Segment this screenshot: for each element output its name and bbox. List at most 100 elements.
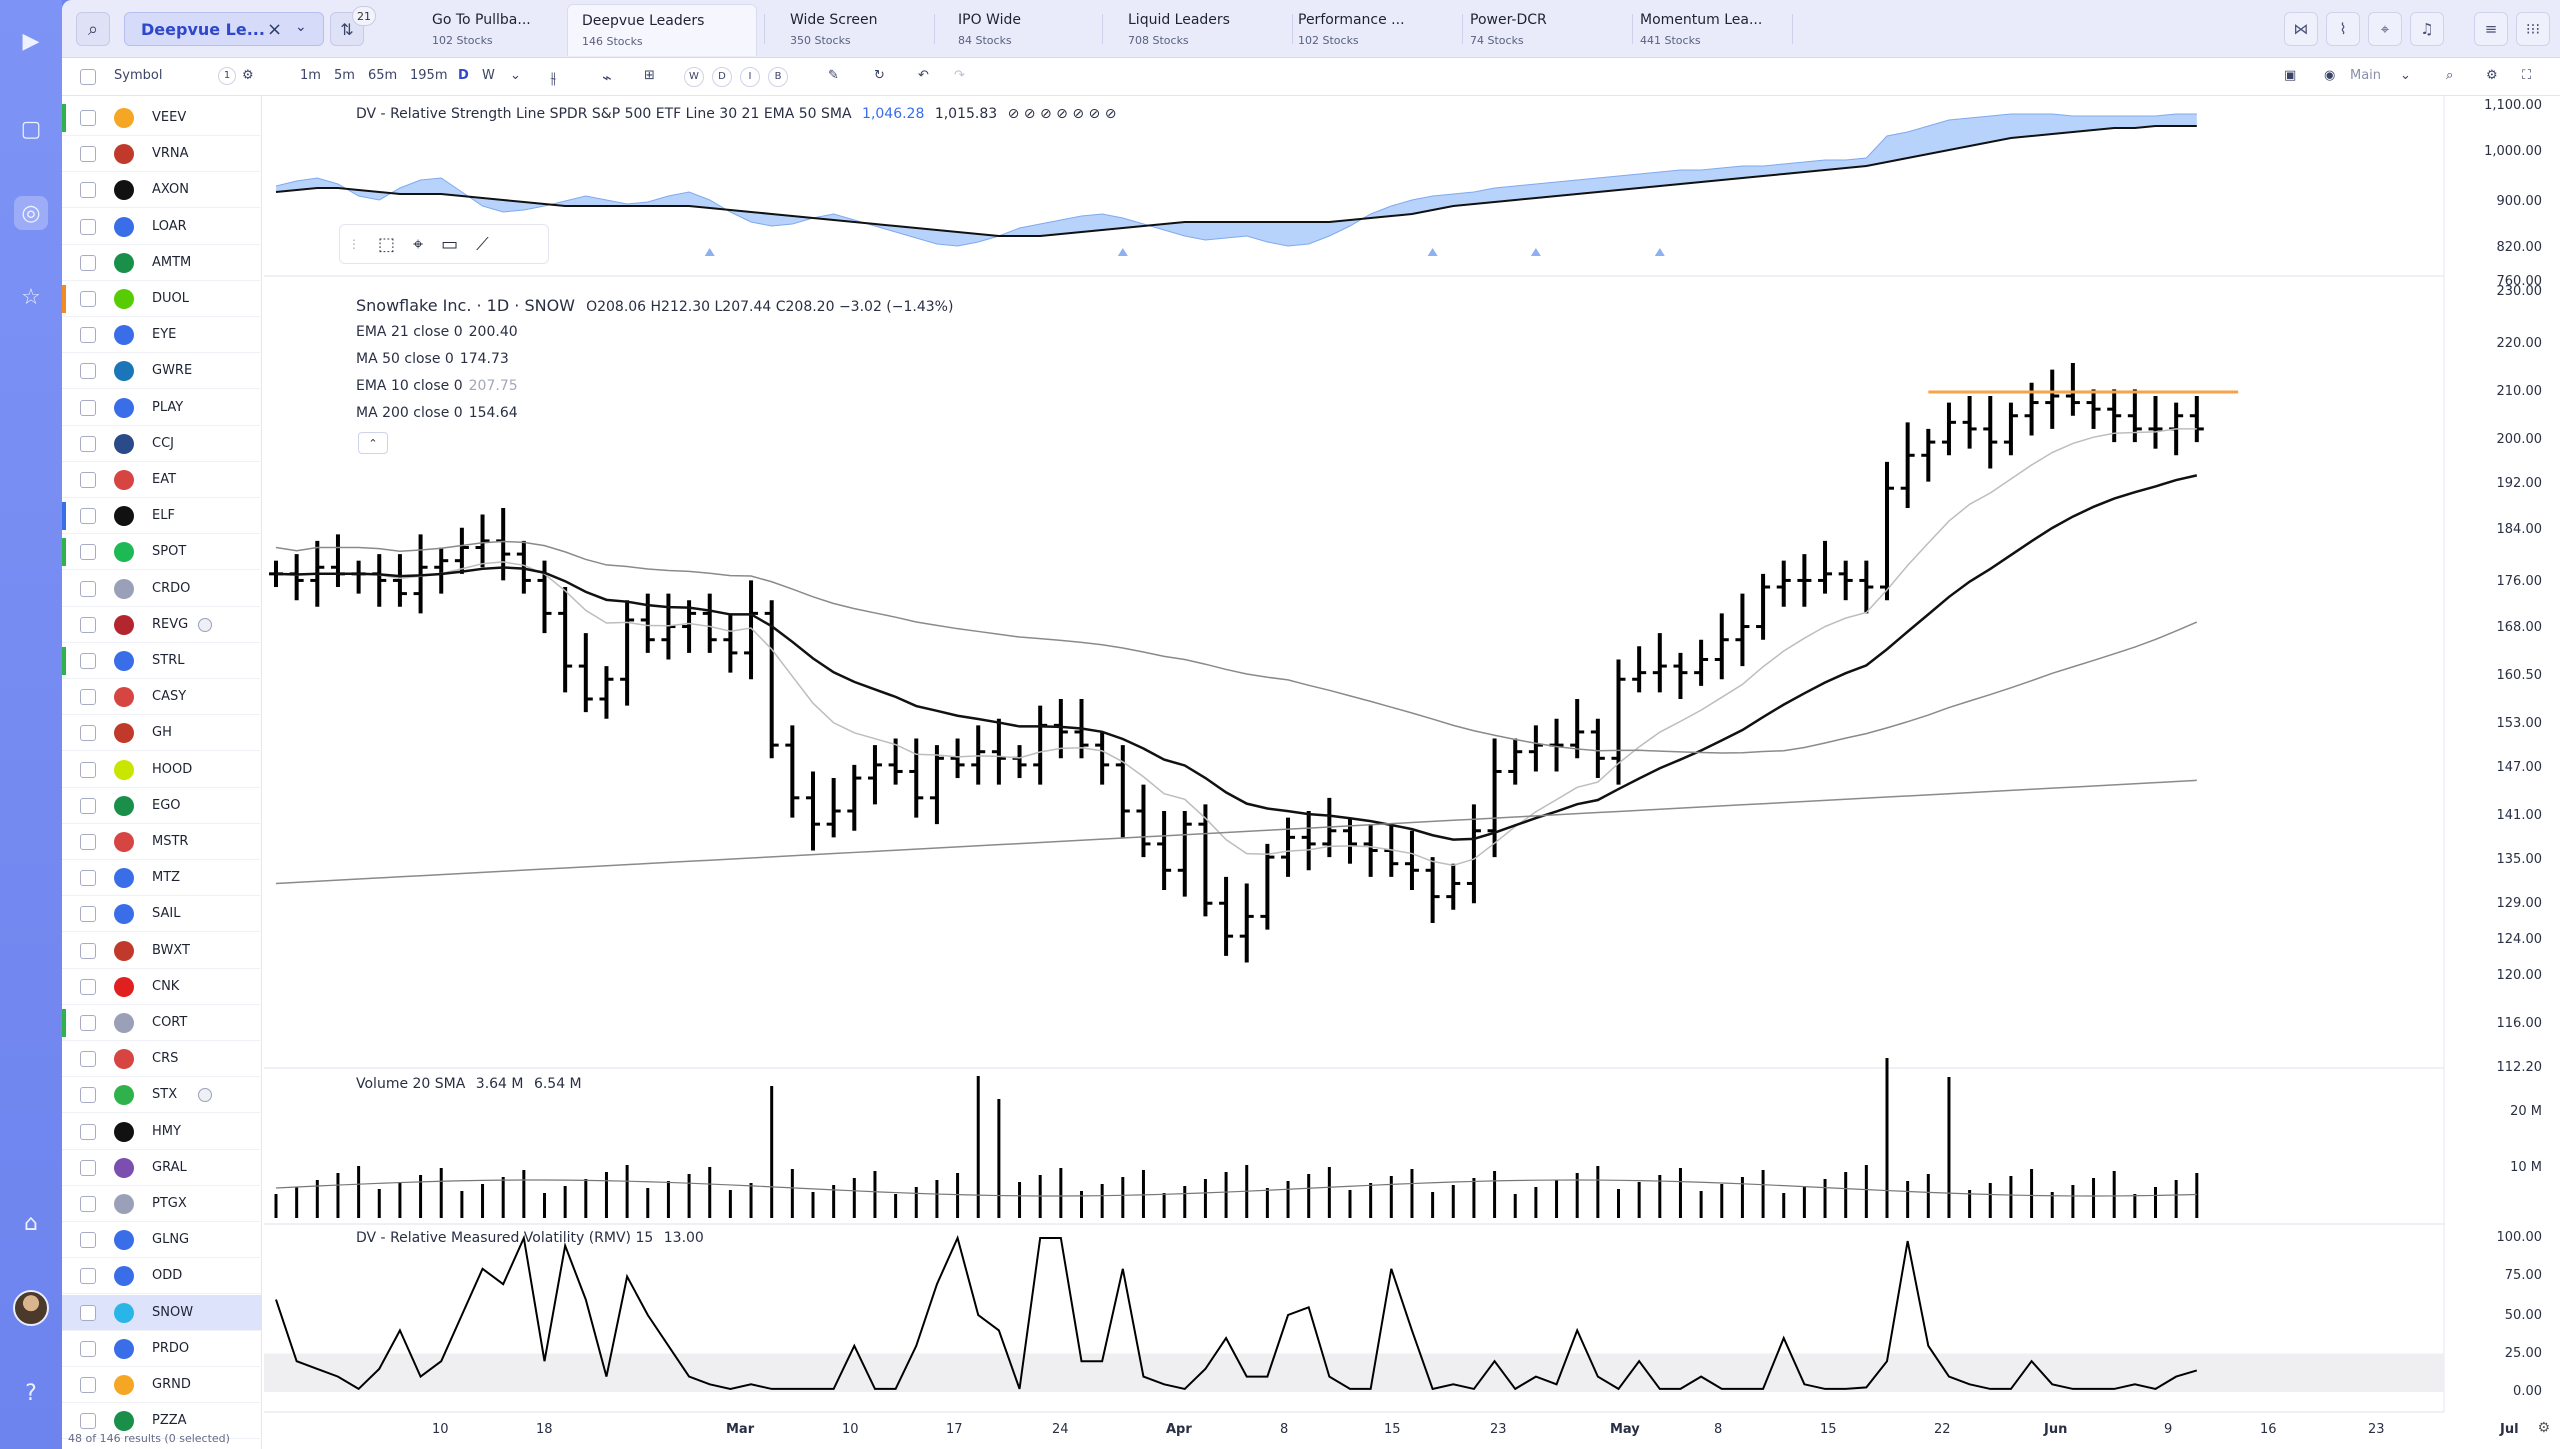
tab-deepvue-leaders[interactable]: Deepvue Leaders 146 Stocks (567, 4, 757, 56)
pen-icon[interactable]: ✎ (828, 68, 839, 83)
watchlist-row[interactable]: SPOT (62, 534, 262, 571)
row-checkbox[interactable] (80, 580, 96, 597)
layouts-icon[interactable]: ⊞ (644, 68, 655, 83)
drag-handle-icon[interactable]: ⋮ (348, 237, 360, 251)
interval-daily[interactable]: D (458, 68, 469, 83)
row-checkbox[interactable] (80, 254, 96, 271)
redo-icon[interactable]: ↷ (954, 68, 965, 83)
watchlist-row[interactable]: GLNG (62, 1222, 262, 1259)
chart-canvas[interactable] (264, 96, 2560, 1449)
row-checkbox[interactable] (80, 182, 96, 199)
watchlist-row[interactable]: DUOL (62, 281, 262, 317)
watchlist-row[interactable]: ELF (62, 498, 262, 535)
row-checkbox[interactable] (80, 544, 96, 561)
watchlist-row[interactable]: CORT (62, 1005, 262, 1041)
row-checkbox[interactable] (80, 834, 96, 850)
row-checkbox[interactable] (80, 363, 96, 380)
watchlist-row[interactable]: REVG (62, 607, 262, 643)
zoom-icon[interactable]: ⌕ (2446, 68, 2454, 83)
row-checkbox[interactable] (80, 1051, 96, 1068)
watchlist-row[interactable]: STX (62, 1077, 262, 1114)
watchlist-row[interactable]: GWRE (62, 353, 262, 390)
watchlist-row[interactable]: PLAY (62, 390, 262, 426)
search-button[interactable]: ⌕ (76, 12, 110, 46)
fullscreen-icon[interactable]: ⛶ (2522, 68, 2532, 83)
avatar[interactable] (13, 1290, 49, 1326)
row-checkbox[interactable] (80, 797, 96, 814)
crosshair-tool-icon[interactable]: ⌖ (413, 233, 424, 255)
watchlist-row[interactable]: EYE (62, 317, 262, 354)
row-checkbox[interactable] (80, 616, 96, 633)
watchlist-row[interactable]: EGO (62, 788, 262, 824)
list-view-icon[interactable]: ≡ (2474, 12, 2508, 46)
bell-icon[interactable]: ♫ (2410, 12, 2444, 46)
refresh-icon[interactable]: ↻ (874, 68, 885, 83)
interval-195m[interactable]: 195m (410, 68, 448, 83)
tab-performance[interactable]: Performance ... 102 Stocks (1298, 4, 1458, 56)
row-checkbox[interactable] (80, 1159, 96, 1176)
mode-b[interactable]: B (768, 67, 788, 87)
watchlist-row[interactable]: PZZA (62, 1403, 262, 1440)
watchlist-row[interactable]: BWXT (62, 933, 262, 969)
row-checkbox[interactable] (80, 1196, 96, 1212)
watchlist-row[interactable]: HOOD (62, 752, 262, 788)
note-tool-icon[interactable]: ▭ (441, 233, 459, 255)
tab-go-to-pullback[interactable]: Go To Pullba... 102 Stocks (432, 4, 582, 56)
watchlist-row[interactable]: GRAL (62, 1150, 262, 1186)
chevron-down-icon[interactable]: ⌄ (510, 68, 521, 83)
watchlist-row[interactable]: VRNA (62, 136, 262, 173)
row-checkbox[interactable] (80, 1232, 96, 1249)
tab-liquid-leaders[interactable]: Liquid Leaders 708 Stocks (1128, 4, 1288, 56)
watchlist-row[interactable]: CRS (62, 1041, 262, 1078)
row-checkbox[interactable] (80, 218, 96, 235)
row-checkbox[interactable] (80, 1123, 96, 1140)
row-checkbox[interactable] (80, 1268, 96, 1285)
row-checkbox[interactable] (80, 1413, 96, 1430)
help-icon[interactable]: ? (25, 1380, 37, 1406)
watchlist-row[interactable]: CCJ (62, 426, 262, 462)
mode-i[interactable]: I (740, 67, 760, 87)
mode-w[interactable]: W (684, 67, 704, 87)
row-checkbox[interactable] (80, 725, 96, 742)
watchlist-row[interactable]: CNK (62, 969, 262, 1005)
watchlist-row[interactable]: ODD (62, 1258, 262, 1295)
watchlist-row[interactable]: MTZ (62, 860, 262, 897)
deepvue-logo-icon[interactable]: ▶ (22, 28, 40, 54)
row-checkbox[interactable] (80, 978, 96, 995)
watchlist-row[interactable]: MSTR (62, 824, 262, 860)
settings-icon[interactable]: ⚙ (242, 68, 254, 83)
tab-ipo-wide[interactable]: IPO Wide 84 Stocks (958, 4, 1098, 56)
watchlist-row[interactable]: SNOW (62, 1294, 262, 1331)
watchlist-selector[interactable]: Deepvue Le... × ⌄ (124, 12, 324, 46)
row-checkbox[interactable] (80, 870, 96, 887)
interval-weekly[interactable]: W (482, 68, 495, 83)
share-icon[interactable]: ⋈ (2284, 12, 2318, 46)
education-icon[interactable]: ⌂ (24, 1210, 38, 1236)
time-zone-gear-icon[interactable]: ⚙ (2537, 1420, 2550, 1436)
chart-line-icon[interactable]: ⌇ (2326, 12, 2360, 46)
watchlist-row[interactable]: CRDO (62, 571, 262, 607)
trendline-tool-icon[interactable]: ⟋ (476, 233, 489, 255)
watchlist-row[interactable]: PRDO (62, 1331, 262, 1367)
indicators-icon[interactable]: ⌁ (602, 68, 612, 87)
template-icon[interactable]: ▣ (2284, 68, 2297, 83)
row-checkbox[interactable] (80, 1377, 96, 1393)
row-checkbox[interactable] (80, 508, 96, 525)
gear-icon[interactable]: ⚙ (2486, 68, 2498, 83)
row-checkbox[interactable] (80, 761, 96, 778)
select-all-checkbox[interactable] (80, 69, 96, 85)
watchlist-row[interactable]: HMY (62, 1114, 262, 1150)
layout-icon[interactable]: ▢ (20, 116, 42, 142)
watchlist-row[interactable]: EAT (62, 462, 262, 498)
row-checkbox[interactable] (80, 327, 96, 344)
tab-power-dcr[interactable]: Power-DCR 74 Stocks (1470, 4, 1620, 56)
watchlist-row[interactable]: LOAR (62, 209, 262, 245)
row-checkbox[interactable] (80, 146, 96, 163)
row-checkbox[interactable] (80, 110, 96, 126)
layout-name[interactable]: Main (2350, 68, 2382, 83)
row-checkbox[interactable] (80, 906, 96, 923)
chevron-down-icon[interactable]: ⌄ (2400, 68, 2411, 83)
row-checkbox[interactable] (80, 1015, 96, 1031)
row-checkbox[interactable] (80, 399, 96, 416)
measure-icon[interactable]: ⌖ (2368, 12, 2402, 46)
